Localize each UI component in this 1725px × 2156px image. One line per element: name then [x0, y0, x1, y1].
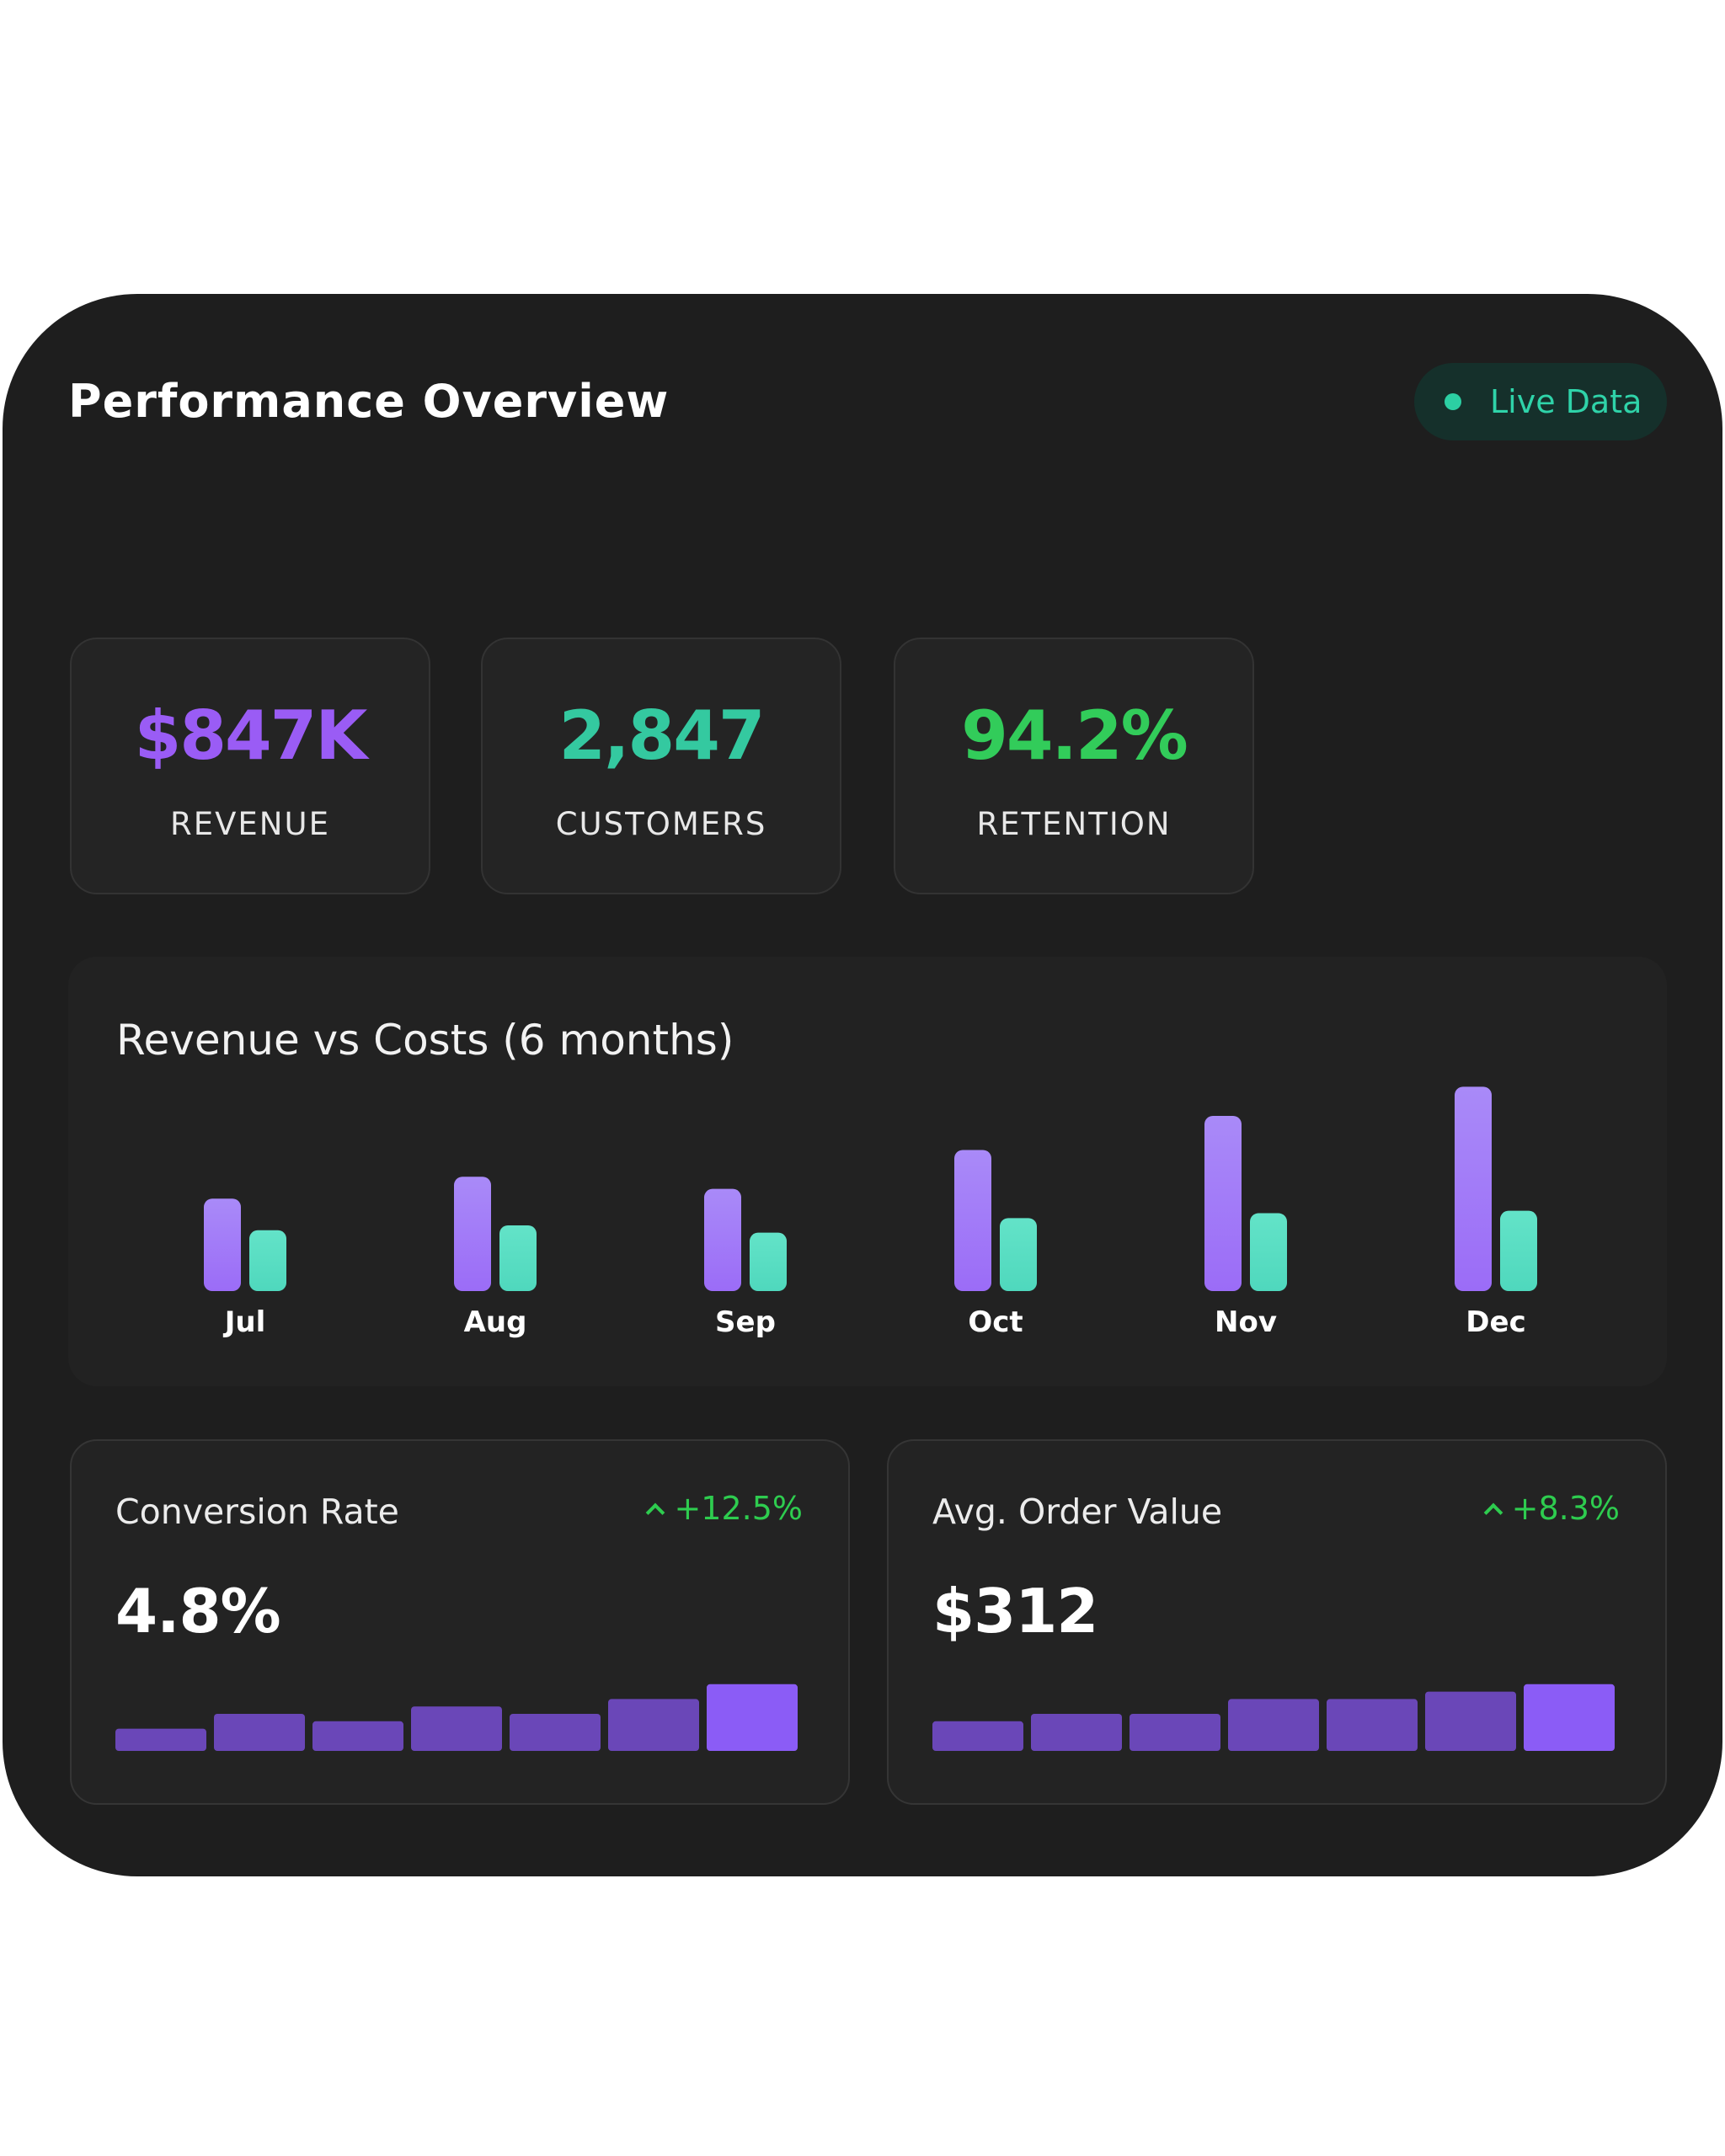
revenue-bar-jul	[204, 1198, 241, 1291]
avg-order-value-card: Avg. Order Value +8.3% $312	[887, 1439, 1667, 1805]
avg-order-value-label: Avg. Order Value	[932, 1492, 1223, 1532]
revenue-bar-oct	[954, 1150, 991, 1291]
sparkline-bar	[707, 1684, 798, 1751]
retention-value: 94.2%	[961, 696, 1188, 775]
live-data-badge[interactable]: Live Data	[1414, 363, 1667, 440]
chart-title: Revenue vs Costs (6 months)	[116, 1016, 734, 1065]
revenue-label: REVENUE	[170, 806, 330, 842]
x-tick-label: Aug	[464, 1305, 527, 1339]
x-tick-label: Oct	[968, 1305, 1023, 1339]
costs-bar-jul	[249, 1230, 286, 1291]
sparkline-bar	[411, 1706, 502, 1751]
revenue-value: $847K	[134, 696, 368, 775]
costs-bar-sep	[750, 1232, 787, 1291]
revenue-bar-nov	[1204, 1116, 1242, 1291]
revenue-bar-dec	[1455, 1086, 1492, 1291]
conversion-rate-value: 4.8%	[115, 1576, 281, 1646]
performance-dashboard: Performance Overview Live Data $847K REV…	[3, 294, 1722, 1876]
sparkline-bar	[1524, 1684, 1615, 1751]
retention-label: RETENTION	[976, 806, 1172, 842]
sparkline-bar	[214, 1714, 305, 1751]
sparkline-bar	[1327, 1699, 1418, 1751]
sparkline-bar	[1031, 1714, 1122, 1751]
conversion-rate-label: Conversion Rate	[115, 1492, 399, 1532]
revenue-costs-chart: Jul Aug Sep Oct Nov Dec	[204, 1086, 1537, 1339]
sparkline-bar	[1228, 1699, 1319, 1751]
live-data-label: Live Data	[1490, 383, 1642, 420]
trend-up-icon	[1483, 1502, 1503, 1523]
retention-stat-card: 94.2% RETENTION	[894, 638, 1254, 894]
revenue-bar-sep	[704, 1188, 741, 1291]
avg-order-value-value: $312	[932, 1576, 1098, 1646]
conversion-rate-change-value: +12.5%	[674, 1490, 803, 1527]
trend-up-icon	[646, 1502, 665, 1523]
revenue-stat-card: $847K REVENUE	[70, 638, 430, 894]
x-tick-label: Nov	[1215, 1305, 1277, 1339]
x-tick-label: Dec	[1466, 1305, 1525, 1339]
revenue-costs-chart-panel: Revenue vs Costs (6 months) Jul Aug Sep Oct…	[68, 957, 1667, 1386]
sparkline-bar	[1130, 1714, 1220, 1751]
live-status-dot-icon	[1445, 393, 1461, 410]
conversion-rate-change: +12.5%	[646, 1490, 803, 1527]
revenue-bar-aug	[454, 1177, 491, 1291]
sparkline-bar	[1425, 1691, 1516, 1751]
avg-order-value-sparkline	[932, 1684, 1615, 1751]
sparkline-bar	[608, 1699, 699, 1751]
conversion-rate-sparkline	[115, 1684, 798, 1751]
page-title: Performance Overview	[68, 375, 670, 428]
costs-bar-nov	[1250, 1213, 1287, 1291]
customers-value: 2,847	[558, 696, 765, 775]
costs-bar-oct	[1000, 1218, 1037, 1291]
sparkline-bar	[932, 1721, 1023, 1751]
customers-stat-card: 2,847 CUSTOMERS	[481, 638, 841, 894]
x-tick-label: Sep	[715, 1305, 776, 1339]
x-tick-label: Jul	[223, 1305, 266, 1339]
avg-order-value-change: +8.3%	[1483, 1490, 1620, 1527]
costs-bar-dec	[1500, 1210, 1537, 1291]
sparkline-bar	[510, 1714, 601, 1751]
avg-order-value-change-value: +8.3%	[1511, 1490, 1620, 1527]
sparkline-bar	[312, 1721, 403, 1751]
customers-label: CUSTOMERS	[555, 806, 767, 842]
conversion-rate-card: Conversion Rate +12.5% 4.8%	[70, 1439, 850, 1805]
sparkline-bar	[115, 1728, 206, 1751]
costs-bar-aug	[499, 1225, 537, 1291]
